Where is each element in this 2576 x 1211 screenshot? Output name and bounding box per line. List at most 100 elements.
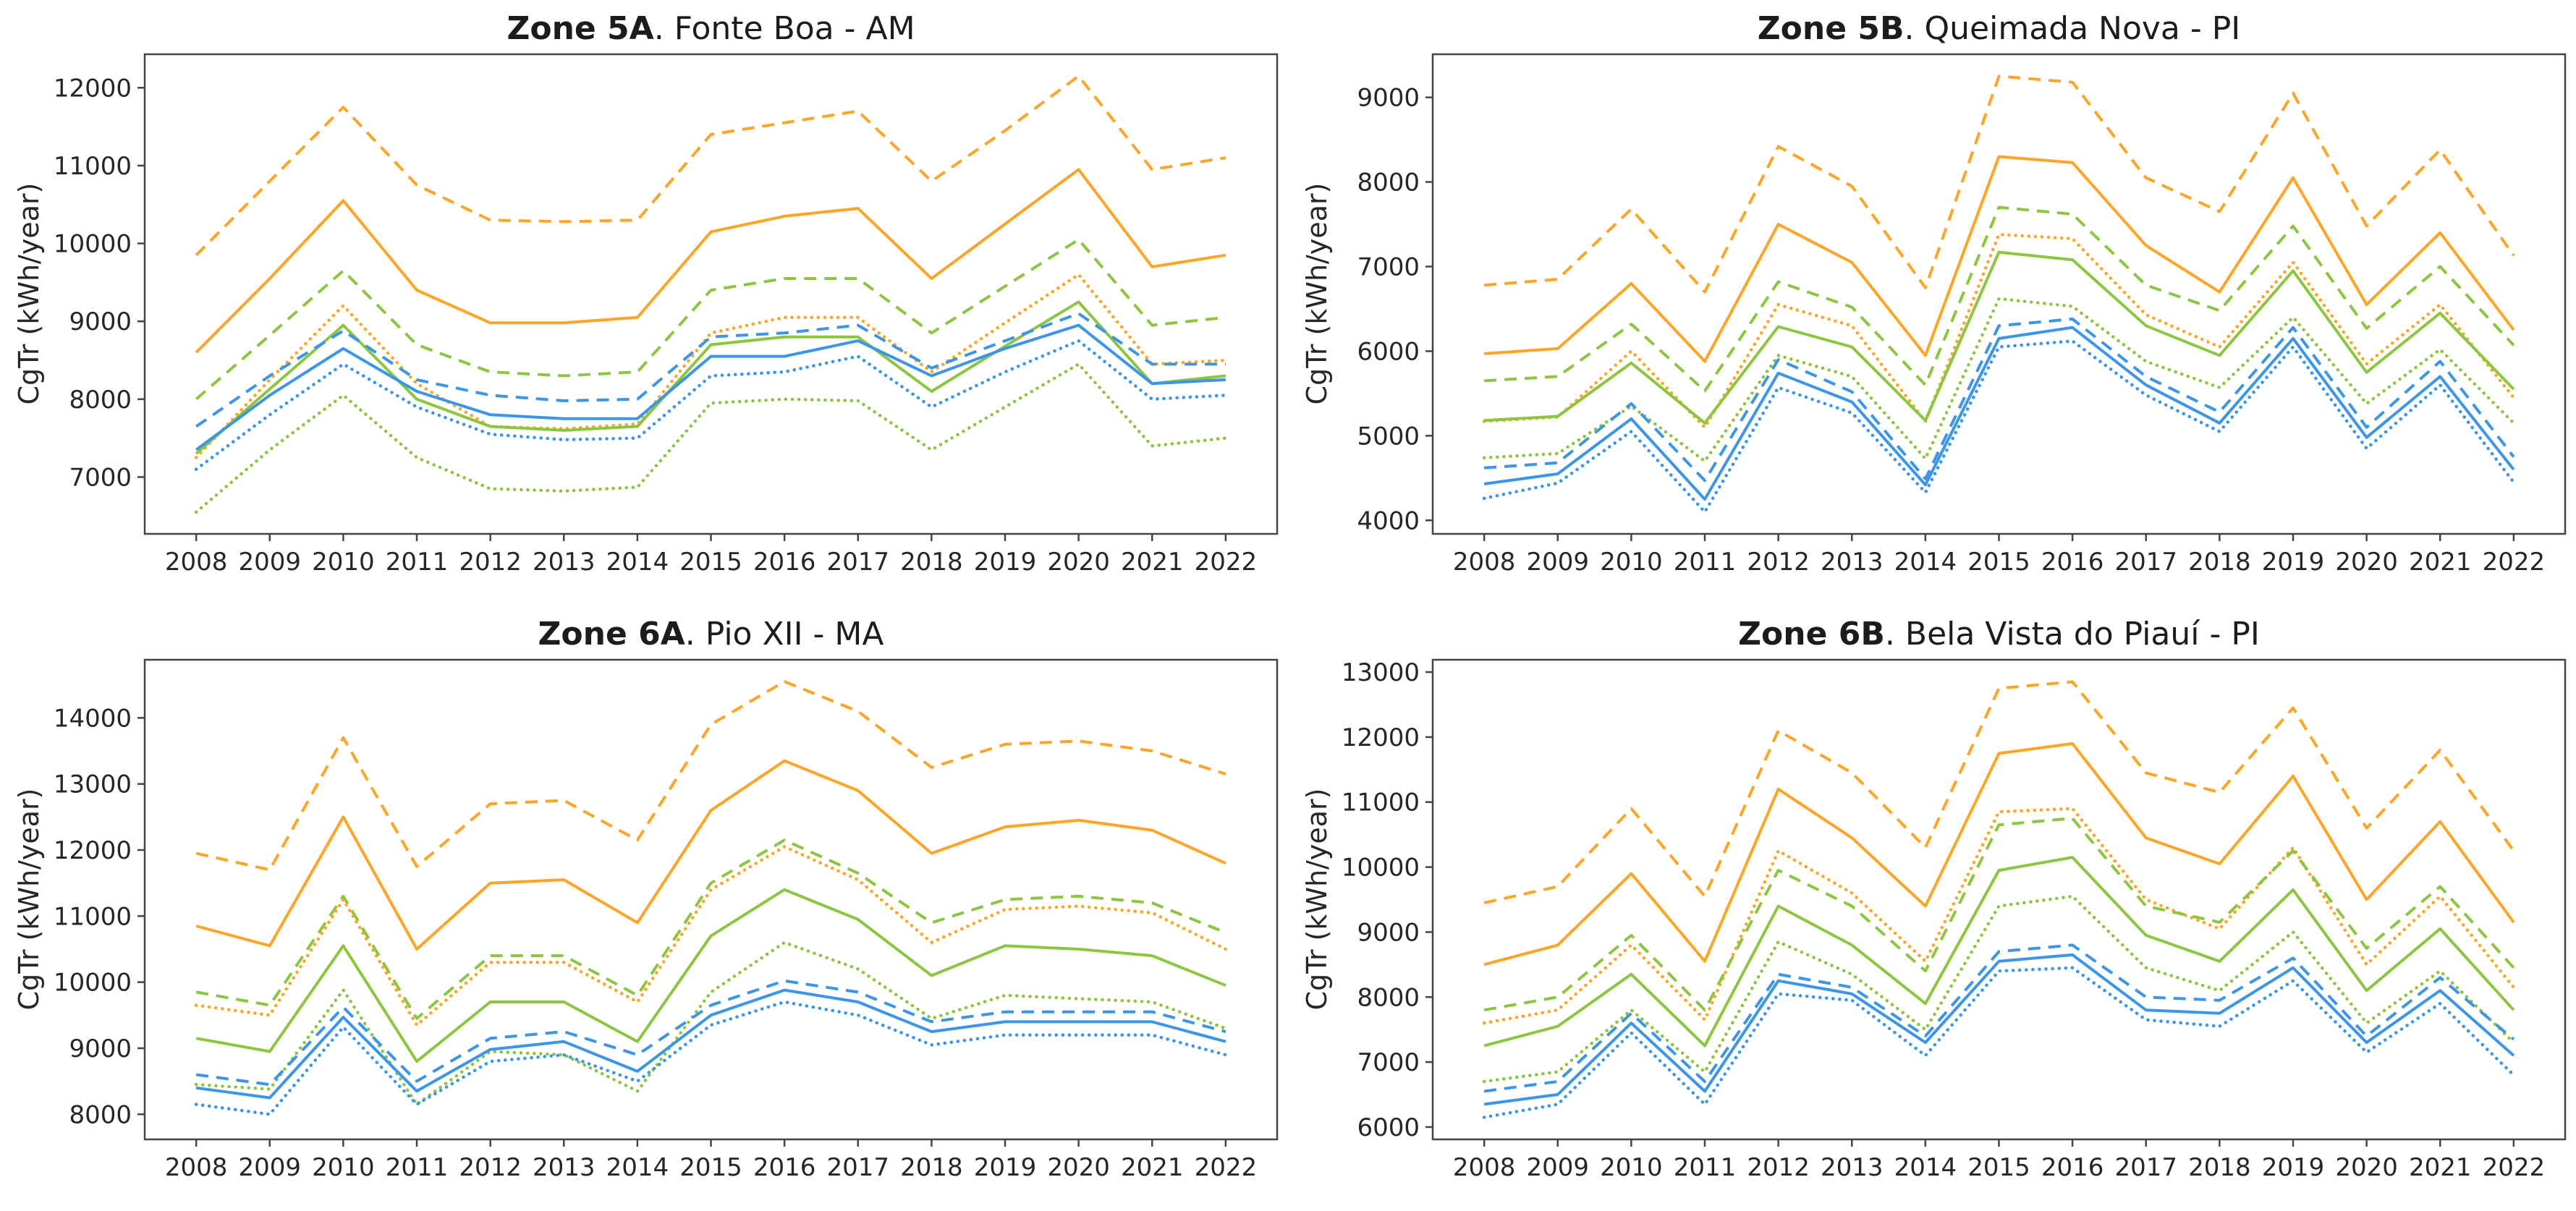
x-tick-label: 2010 bbox=[312, 1153, 375, 1182]
x-tick-label: 2020 bbox=[2335, 548, 2398, 577]
y-tick-label: 9000 bbox=[1357, 84, 1420, 113]
x-tick-label: 2020 bbox=[1047, 548, 1110, 577]
series-green-solid bbox=[1483, 250, 2515, 425]
chart-title: Zone 6A. Pio XII - MA bbox=[145, 616, 1277, 653]
x-tick-label: 2018 bbox=[2188, 548, 2251, 577]
chart-title-zone: Zone 6A bbox=[538, 616, 685, 653]
x-tick-label: 2012 bbox=[1747, 1153, 1810, 1182]
x-tick-label: 2019 bbox=[974, 1153, 1037, 1182]
x-tick-label: 2015 bbox=[679, 548, 742, 577]
y-tick-label: 11000 bbox=[54, 902, 132, 931]
y-tick-label: 12000 bbox=[1342, 723, 1420, 752]
chart-title-zone: Zone 5A bbox=[507, 10, 654, 47]
zone-6a-plot-area: 8000 9000 10000 11000 12000 13000 14000 2008 200… bbox=[54, 658, 1279, 1182]
x-tick-label: 2011 bbox=[1674, 1153, 1737, 1182]
series-blue-dashed bbox=[1483, 318, 2515, 483]
chart-title-zone: Zone 5B bbox=[1757, 10, 1905, 47]
x-tick-label: 2011 bbox=[386, 548, 449, 577]
x-tick-label: 2013 bbox=[1821, 1153, 1884, 1182]
series-green-dashed bbox=[195, 838, 1226, 1020]
series-orange-dashed bbox=[195, 680, 1226, 872]
x-tick-label: 2018 bbox=[2188, 1153, 2251, 1182]
x-tick-label: 2016 bbox=[753, 548, 816, 577]
x-tick-label: 2009 bbox=[238, 548, 301, 577]
chart-title: Zone 5B. Queimada Nova - PI bbox=[1433, 10, 2565, 47]
x-tick-label: 2012 bbox=[1747, 548, 1810, 577]
x-tick-label: 2015 bbox=[1967, 548, 2030, 577]
y-tick-label: 9000 bbox=[69, 307, 132, 336]
series-blue-dashed bbox=[195, 979, 1226, 1087]
series-green-dashed bbox=[1483, 817, 2515, 1012]
y-tick-label: 9000 bbox=[69, 1034, 132, 1063]
x-tick-label: 2012 bbox=[459, 1153, 522, 1182]
series-blue-solid bbox=[1483, 326, 2515, 501]
x-tick-label: 2022 bbox=[2483, 548, 2546, 577]
series-orange-solid bbox=[195, 759, 1226, 951]
x-tick-label: 2008 bbox=[165, 1153, 228, 1182]
y-tick-label: 9000 bbox=[1357, 918, 1420, 947]
plot-border bbox=[143, 53, 1279, 535]
x-tick-label: 2020 bbox=[2335, 1153, 2398, 1182]
chart-zone-5a: Zone 5A. Fonte Boa - AM CgTr (kWh/year) … bbox=[0, 0, 1288, 606]
x-tick-label: 2009 bbox=[238, 1153, 301, 1182]
plot-border bbox=[1431, 53, 2567, 535]
series-green-dotted bbox=[194, 362, 1228, 514]
y-tick-label: 6000 bbox=[1357, 337, 1420, 366]
series-blue-dashed bbox=[195, 312, 1226, 428]
chart-title-location: . Fonte Boa - AM bbox=[653, 10, 915, 47]
x-tick-label: 2021 bbox=[1121, 548, 1184, 577]
x-tick-label: 2022 bbox=[2483, 1153, 2546, 1182]
x-tick-label: 2022 bbox=[1195, 548, 1258, 577]
series-green-solid bbox=[195, 888, 1226, 1063]
y-tick-label: 13000 bbox=[54, 770, 132, 799]
x-tick-label: 2013 bbox=[1821, 548, 1884, 577]
x-tick-label: 2013 bbox=[533, 1153, 596, 1182]
y-tick-label: 6000 bbox=[1357, 1113, 1420, 1142]
x-tick-label: 2009 bbox=[1526, 1153, 1589, 1182]
chart-title: Zone 5A. Fonte Boa - AM bbox=[145, 10, 1277, 47]
x-tick-label: 2019 bbox=[974, 548, 1037, 577]
x-tick-label: 2017 bbox=[826, 1153, 889, 1182]
zone-5b-plot-area: 4000 5000 6000 7000 8000 9000 2008 2009 2010 2011… bbox=[1357, 53, 2567, 577]
chart-title-location: . Bela Vista do Piauí - PI bbox=[1884, 616, 2260, 653]
series-blue-dotted bbox=[1482, 966, 2516, 1119]
x-tick-label: 2014 bbox=[606, 548, 669, 577]
x-tick-label: 2016 bbox=[2041, 1153, 2104, 1182]
x-tick-label: 2008 bbox=[165, 548, 228, 577]
x-tick-label: 2011 bbox=[386, 1153, 449, 1182]
x-tick-label: 2010 bbox=[1600, 1153, 1663, 1182]
plot-border bbox=[143, 658, 1279, 1141]
x-tick-label: 2013 bbox=[533, 548, 596, 577]
zone-6b-plot-area: 6000 7000 8000 9000 10000 11000 12000 13000 2008… bbox=[1342, 658, 2567, 1182]
series-green-dashed bbox=[195, 238, 1226, 401]
series-orange-dashed bbox=[1483, 75, 2515, 294]
x-tick-label: 2010 bbox=[312, 548, 375, 577]
x-tick-label: 2015 bbox=[679, 1153, 742, 1182]
x-tick-label: 2008 bbox=[1453, 548, 1516, 577]
x-tick-label: 2016 bbox=[753, 1153, 816, 1182]
y-tick-label: 10000 bbox=[54, 969, 132, 998]
chart-title-location: . Queimada Nova - PI bbox=[1904, 10, 2241, 47]
x-tick-label: 2014 bbox=[1894, 1153, 1957, 1182]
x-tick-label: 2021 bbox=[2409, 1153, 2472, 1182]
series-orange-dashed bbox=[195, 75, 1226, 257]
series-orange-solid bbox=[1483, 155, 2515, 363]
chart-title: Zone 6B. Bela Vista do Piauí - PI bbox=[1433, 616, 2565, 653]
chart-zone-6a: Zone 6A. Pio XII - MA CgTr (kWh/year) 80… bbox=[0, 606, 1288, 1211]
y-tick-label: 4000 bbox=[1357, 506, 1420, 535]
x-tick-label: 2008 bbox=[1453, 1153, 1516, 1182]
x-tick-label: 2014 bbox=[1894, 548, 1957, 577]
x-tick-label: 2022 bbox=[1195, 1153, 1258, 1182]
series-orange-dotted bbox=[194, 845, 1228, 1027]
y-tick-label: 10000 bbox=[54, 230, 132, 259]
y-tick-label: 12000 bbox=[54, 836, 132, 865]
y-tick-label: 5000 bbox=[1357, 422, 1420, 451]
x-tick-label: 2017 bbox=[2114, 1153, 2177, 1182]
series-orange-dotted bbox=[194, 273, 1228, 459]
y-tick-label: 7000 bbox=[1357, 1048, 1420, 1077]
series-orange-solid bbox=[195, 168, 1226, 354]
series-green-solid bbox=[1483, 856, 2515, 1048]
zone-5a-plot-area: 7000 8000 9000 10000 11000 12000 2008 2009 2010 2… bbox=[54, 53, 1279, 577]
x-tick-label: 2011 bbox=[1674, 548, 1737, 577]
chart-zone-6b: Zone 6B. Bela Vista do Piauí - PI CgTr (… bbox=[1288, 606, 2576, 1211]
